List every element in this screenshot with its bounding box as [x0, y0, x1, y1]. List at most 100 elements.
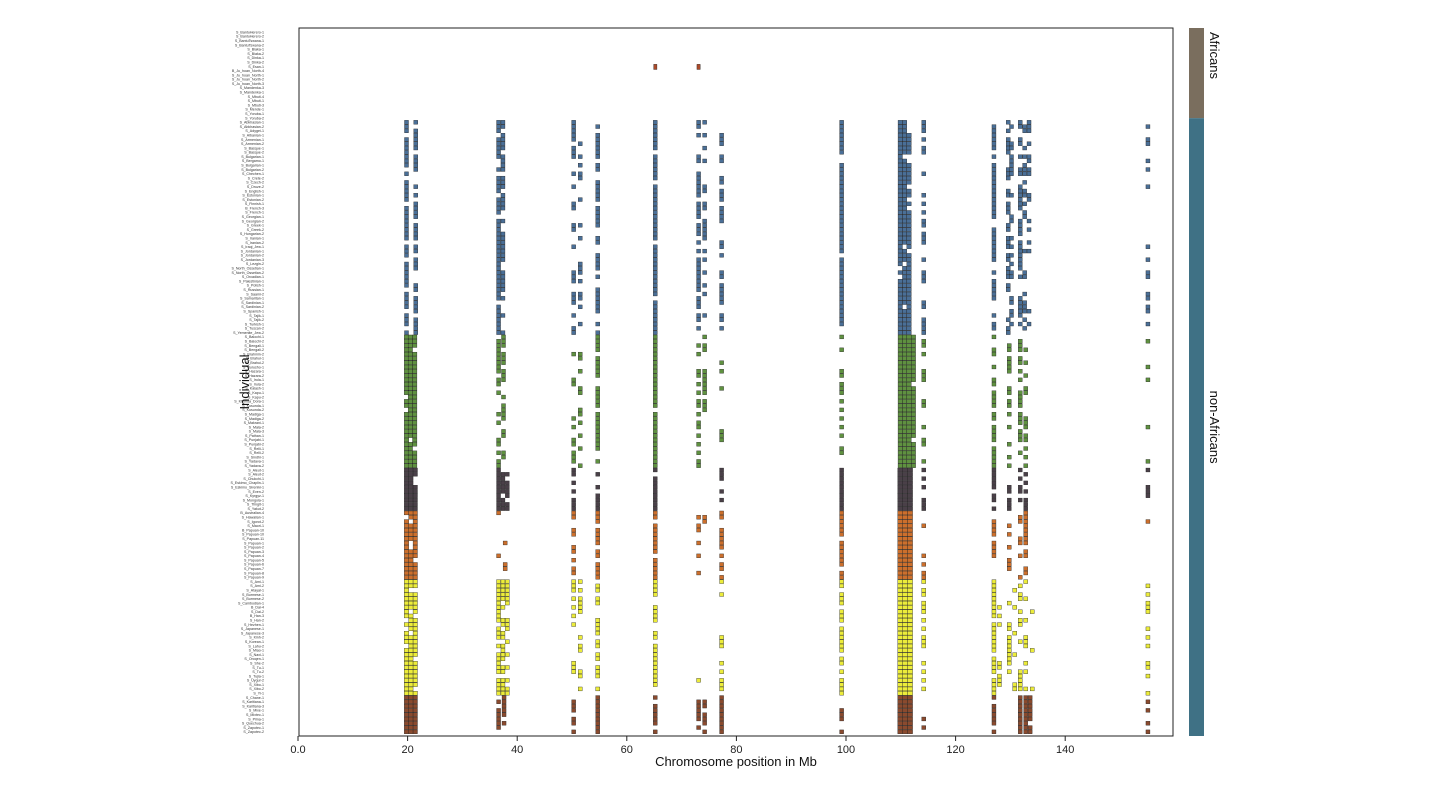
segment-mark [404, 523, 409, 528]
segment-mark [839, 558, 844, 563]
segment-mark [1007, 502, 1012, 507]
segment-mark [907, 570, 913, 576]
segment-mark [902, 648, 908, 653]
segment-mark [595, 150, 600, 155]
segment-mark [719, 270, 724, 275]
segment-mark [595, 442, 600, 447]
segment-mark [412, 467, 418, 473]
segment-mark [1018, 708, 1023, 713]
segment-mark [496, 583, 501, 589]
segment-mark [1023, 635, 1028, 640]
segment-mark [1022, 270, 1027, 275]
segment-mark [1018, 369, 1023, 374]
segment-mark [653, 562, 658, 567]
segment-mark [1006, 257, 1011, 262]
segment-mark [897, 201, 903, 206]
segment-mark [595, 562, 600, 567]
segment-mark [407, 407, 413, 413]
segment-mark [1018, 321, 1023, 327]
segment-mark [571, 145, 576, 151]
segment-mark [1027, 703, 1033, 709]
segment-mark [991, 686, 997, 692]
segment-mark [571, 480, 576, 485]
segment-mark [404, 699, 409, 704]
segment-mark [500, 506, 506, 511]
segment-mark [696, 424, 701, 430]
segment-mark [991, 476, 997, 481]
segment-mark [902, 575, 908, 580]
segment-mark [408, 703, 414, 709]
segment-mark [408, 721, 414, 726]
segment-mark [897, 506, 903, 511]
segment-mark [595, 618, 600, 623]
segment-mark [595, 218, 600, 224]
segment-mark [719, 175, 724, 181]
segment-mark [571, 515, 576, 520]
segment-mark [839, 562, 844, 567]
segment-mark [1145, 257, 1151, 262]
segment-mark [991, 279, 997, 284]
segment-mark [1007, 656, 1012, 661]
segment-mark [412, 420, 418, 425]
individual-label: S_Spanish-1 [243, 309, 264, 313]
segment-mark [404, 579, 409, 584]
individual-label: S_Iraqi_Jew-1 [241, 245, 264, 249]
segment-mark [906, 240, 912, 245]
segment-mark [906, 180, 912, 185]
segment-mark [653, 120, 658, 125]
segment-mark [1012, 631, 1017, 636]
segment-mark [906, 287, 912, 292]
segment-mark [906, 244, 912, 249]
segment-mark [412, 592, 418, 597]
segment-mark [595, 364, 600, 370]
segment-mark [696, 175, 701, 181]
segment-mark [571, 137, 576, 142]
segment-mark [412, 562, 418, 567]
segment-mark [407, 339, 413, 344]
individual-label: S_Turkish-1 [245, 322, 264, 326]
segment-mark [412, 523, 418, 528]
segment-mark [902, 472, 908, 477]
segment-mark [897, 455, 903, 460]
segment-mark [897, 515, 903, 520]
segment-mark [653, 257, 658, 262]
segment-mark [719, 317, 724, 322]
segment-mark [907, 721, 913, 726]
segment-mark [595, 339, 600, 344]
segment-mark [653, 515, 658, 520]
segment-mark [653, 485, 658, 490]
segment-mark [921, 373, 926, 378]
segment-mark [404, 497, 409, 503]
segment-mark [702, 257, 707, 262]
segment-mark [595, 394, 600, 400]
segment-mark [412, 382, 418, 387]
segment-mark [500, 678, 506, 683]
segment-mark [1018, 244, 1023, 249]
segment-mark [902, 128, 907, 133]
segment-mark [413, 283, 418, 288]
segment-mark [1145, 635, 1151, 640]
segment-mark [404, 639, 409, 644]
segment-mark [404, 158, 409, 164]
segment-mark [839, 639, 844, 644]
segment-mark [578, 648, 583, 653]
segment-mark [902, 201, 907, 206]
segment-mark [1023, 523, 1028, 528]
segment-mark [991, 708, 997, 713]
individual-label: S_Chane-1 [246, 696, 264, 700]
segment-mark [505, 583, 510, 589]
segment-mark [897, 497, 903, 503]
segment-mark [412, 549, 418, 554]
segment-mark [1022, 304, 1027, 309]
segment-mark [897, 279, 903, 284]
segment-mark [1007, 356, 1012, 361]
segment-mark [412, 609, 418, 614]
individual-label: S_Atayal-1 [246, 588, 264, 592]
segment-mark [906, 403, 912, 408]
segment-mark [991, 729, 997, 734]
segment-mark [412, 356, 418, 361]
segment-mark [595, 420, 600, 425]
segment-mark [1023, 386, 1028, 391]
segment-mark [595, 141, 600, 146]
segment-mark [595, 223, 600, 228]
